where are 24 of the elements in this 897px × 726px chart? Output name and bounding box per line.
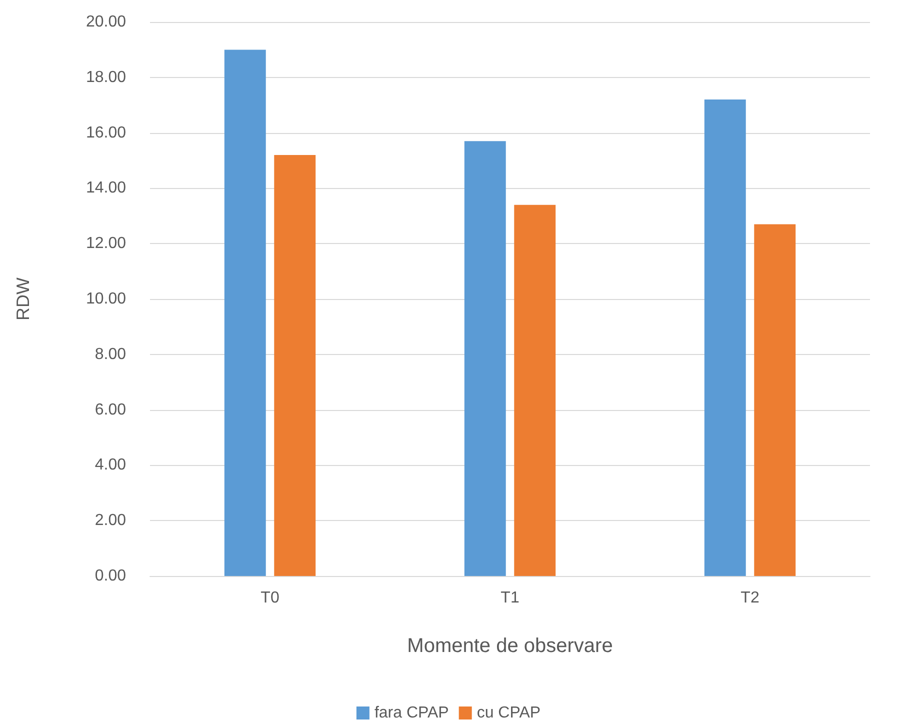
y-tick-label: 10.00 bbox=[86, 290, 126, 308]
x-tick-label: T1 bbox=[500, 590, 520, 606]
bar bbox=[464, 141, 506, 576]
y-tick-label: 18.00 bbox=[86, 68, 126, 86]
y-tick-label: 8.00 bbox=[94, 346, 126, 363]
bar bbox=[754, 224, 796, 576]
bar bbox=[514, 204, 556, 576]
y-tick-label: 12.00 bbox=[86, 235, 126, 252]
y-tick-label: 0.00 bbox=[94, 568, 126, 584]
y-tick-label: 6.00 bbox=[94, 401, 126, 418]
x-tick-label: T0 bbox=[260, 590, 280, 606]
y-tick-label: 14.00 bbox=[86, 180, 126, 197]
bar bbox=[274, 154, 316, 576]
x-tick-label: T2 bbox=[740, 590, 760, 606]
y-tick-label: 4.00 bbox=[94, 456, 126, 474]
y-tick-label: 2.00 bbox=[94, 512, 126, 530]
y-axis-title: RDW bbox=[13, 278, 33, 320]
x-axis-title: Momente de observare bbox=[407, 635, 613, 657]
y-tick-label: 20.00 bbox=[86, 14, 126, 30]
bar bbox=[704, 100, 746, 576]
legend-label: cu CPAP bbox=[476, 704, 541, 722]
y-tick-label: 16.00 bbox=[86, 124, 126, 142]
bar bbox=[224, 50, 266, 576]
legend-label: fara CPAP bbox=[374, 704, 449, 722]
